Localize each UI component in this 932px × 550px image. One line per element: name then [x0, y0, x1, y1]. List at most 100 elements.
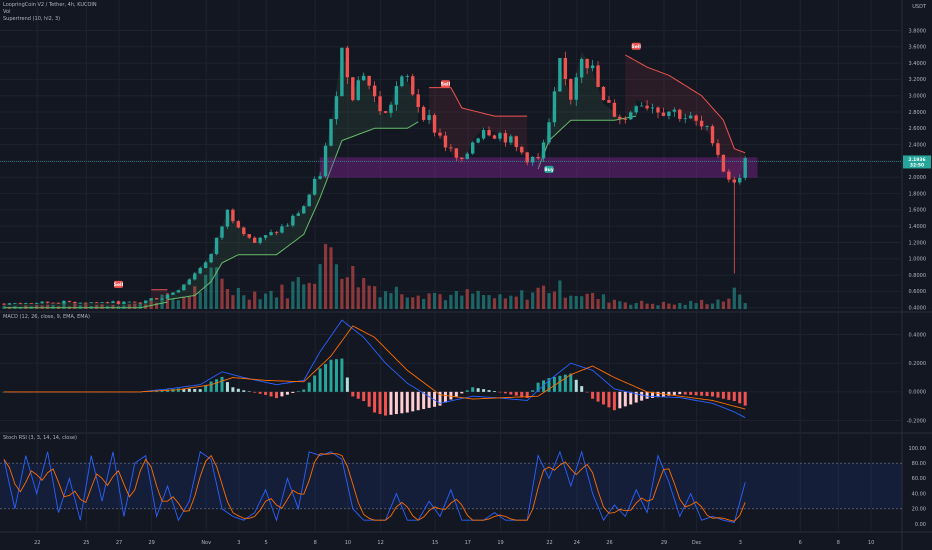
- x-tick-label: 3: [739, 540, 742, 546]
- signal-badge: [113, 280, 123, 288]
- macd-histogram-bar: [182, 388, 186, 392]
- candle-body: [51, 302, 55, 304]
- volume-bar: [634, 303, 638, 309]
- supertrend-fill: [429, 87, 528, 165]
- macd-histogram-bar: [656, 391, 660, 398]
- price-tick-label: 1.2000: [909, 240, 927, 246]
- macd-histogram-bar: [542, 380, 546, 392]
- macd-histogram-bar: [329, 359, 333, 392]
- macd-histogram-bar: [318, 368, 322, 392]
- price-tag-value: 2.1936: [908, 157, 925, 163]
- volume-bar: [389, 293, 393, 309]
- volume-bar: [607, 302, 611, 309]
- price-tick-label: 3.2000: [909, 77, 927, 83]
- macd-histogram-bar: [285, 391, 289, 395]
- volume-bar: [160, 294, 164, 309]
- candle-body: [416, 94, 420, 107]
- macd-histogram-bar: [732, 391, 736, 402]
- macd-histogram-bar: [258, 391, 262, 394]
- candle-body: [45, 301, 50, 303]
- candle-body: [460, 157, 464, 159]
- price-tick-label: 0.6000: [909, 289, 927, 295]
- macd-histogram-bar: [552, 376, 556, 392]
- macd-legend: MACD (12, 26, close, 9, EMA, EMA): [3, 314, 90, 320]
- price-tick-label: 0.8000: [909, 273, 927, 279]
- macd-histogram-bar: [291, 391, 295, 393]
- candle-body: [383, 111, 388, 113]
- volume-bar: [585, 293, 589, 309]
- macd-histogram-bar: [296, 391, 300, 392]
- price-tick-label: 3.8000: [909, 28, 927, 34]
- macd-histogram-bar: [558, 375, 562, 392]
- price-tick-label: 2.0000: [909, 175, 927, 181]
- volume-bar: [738, 294, 742, 309]
- candle-body: [487, 130, 491, 136]
- candle-body: [503, 133, 508, 143]
- macd-histogram-bar: [247, 391, 251, 392]
- supertrend-fill: [151, 289, 168, 299]
- candle-body: [367, 75, 371, 86]
- candle-body: [160, 298, 164, 300]
- volume-bar: [640, 300, 644, 309]
- x-tick-label: 10: [345, 540, 351, 546]
- candle-body: [585, 59, 589, 69]
- volume-bar: [182, 297, 186, 309]
- macd-histogram-bar: [640, 391, 644, 401]
- candle-body: [667, 111, 671, 116]
- x-tick-label: 12: [377, 540, 383, 546]
- supertrend-fill: [167, 50, 419, 300]
- candle-body: [689, 115, 693, 119]
- x-tick-label: 19: [497, 540, 503, 546]
- volume-bar: [503, 298, 507, 309]
- macd-histogram-bar: [253, 391, 257, 393]
- volume-bar: [460, 295, 464, 309]
- volume-bar: [171, 299, 175, 309]
- volume-bar: [35, 304, 39, 309]
- volume-bar: [176, 300, 180, 309]
- candle-body: [296, 213, 300, 216]
- candle-body: [198, 267, 202, 274]
- macd-histogram-bar: [264, 391, 268, 395]
- macd-histogram-bar: [422, 391, 426, 410]
- candle-body: [580, 59, 584, 78]
- x-tick-label: 8: [837, 540, 840, 546]
- macd-histogram-bar: [520, 391, 524, 397]
- macd-histogram-bar: [204, 385, 208, 392]
- candle-body: [558, 58, 562, 92]
- volume-bar: [356, 287, 360, 309]
- candle-body: [607, 100, 611, 103]
- candle-body: [699, 120, 704, 127]
- macd-histogram-bar: [334, 359, 338, 392]
- volume-bar: [225, 289, 230, 309]
- candle-body: [154, 298, 159, 300]
- candle-body: [138, 302, 142, 304]
- price-tag-bg: [903, 155, 931, 169]
- signal-badge: [631, 42, 641, 50]
- macd-histogram-bar: [280, 391, 284, 397]
- candle-body: [220, 226, 224, 238]
- candle-body: [171, 292, 175, 295]
- candle-body: [389, 104, 393, 113]
- volume-bar: [400, 294, 404, 309]
- macd-histogram-bar: [193, 388, 197, 392]
- macd-histogram-bar: [700, 391, 704, 396]
- price-tag-countdown: 32:50: [910, 162, 924, 168]
- macd-histogram-bar: [345, 377, 349, 392]
- candle-body: [116, 301, 121, 304]
- candle-body: [400, 76, 404, 87]
- x-tick-label: 22: [546, 540, 552, 546]
- candle-body: [89, 302, 93, 304]
- candle-body: [727, 171, 731, 180]
- volume-bar: [541, 285, 546, 309]
- volume-bar: [323, 243, 328, 309]
- volume-bar: [465, 289, 469, 309]
- supertrend-signal-buy: Buy: [544, 165, 554, 173]
- candle-body: [269, 232, 273, 236]
- volume-bar: [732, 287, 736, 309]
- volume-bar: [236, 288, 240, 309]
- candle-body: [7, 303, 12, 305]
- price-tick-label: 3.0000: [909, 94, 927, 100]
- volume-bar: [520, 290, 524, 309]
- candle-body: [236, 221, 241, 228]
